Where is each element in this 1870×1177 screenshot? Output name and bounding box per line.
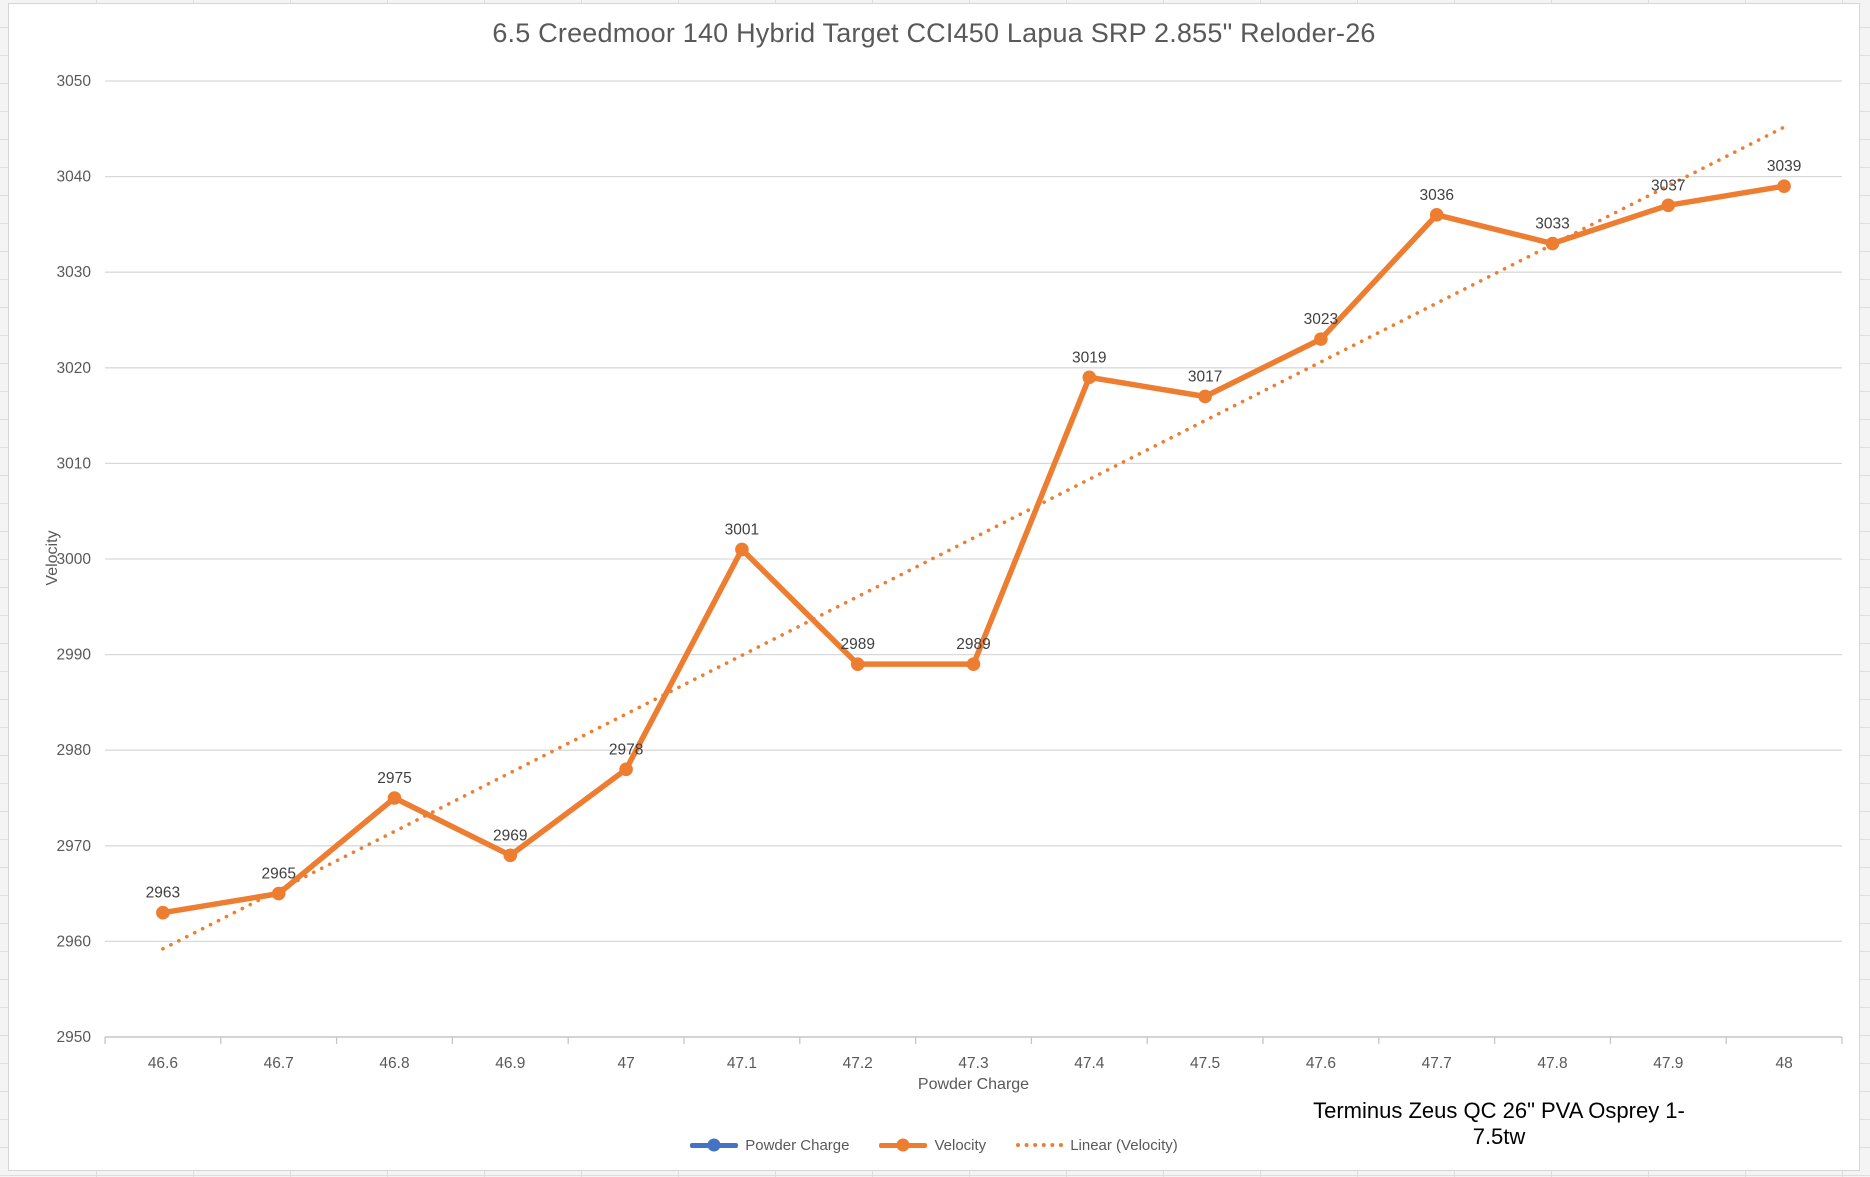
svg-text:2963: 2963 — [146, 885, 180, 902]
svg-text:2950: 2950 — [57, 1029, 92, 1046]
rifle-annotation-text: Terminus Zeus QC 26" PVA Osprey 1-7.5tw — [1313, 1098, 1685, 1149]
svg-text:47.3: 47.3 — [958, 1055, 988, 1072]
legend-item-linear-velocity[interactable]: Linear (Velocity) — [1016, 1137, 1178, 1154]
svg-text:3017: 3017 — [1188, 368, 1222, 385]
legend-item-velocity[interactable]: Velocity — [879, 1137, 986, 1154]
svg-text:46.8: 46.8 — [379, 1055, 409, 1072]
svg-text:47.8: 47.8 — [1537, 1055, 1567, 1072]
svg-text:3050: 3050 — [57, 73, 92, 90]
svg-text:2980: 2980 — [57, 742, 92, 759]
legend-label: Velocity — [934, 1136, 987, 1154]
svg-text:2990: 2990 — [57, 647, 92, 664]
svg-text:47.7: 47.7 — [1422, 1055, 1452, 1072]
svg-text:2975: 2975 — [377, 770, 411, 787]
chart-legend: Powder Charge Velocity Linear (Velocity) — [9, 1130, 1859, 1160]
svg-text:3037: 3037 — [1651, 177, 1685, 194]
svg-text:3020: 3020 — [57, 360, 92, 377]
powder-charge-line-sample — [690, 1138, 739, 1152]
svg-text:2960: 2960 — [57, 933, 92, 950]
svg-text:2969: 2969 — [493, 827, 527, 844]
svg-text:3000: 3000 — [57, 551, 92, 568]
svg-text:46.9: 46.9 — [495, 1055, 525, 1072]
svg-text:3001: 3001 — [725, 521, 759, 538]
svg-text:47.2: 47.2 — [843, 1055, 873, 1072]
svg-text:2989: 2989 — [956, 636, 990, 653]
x-axis-title: Powder Charge — [917, 1076, 1030, 1093]
y-axis-title: Velocity — [44, 530, 61, 586]
svg-text:47.5: 47.5 — [1190, 1055, 1220, 1072]
svg-text:47: 47 — [617, 1055, 634, 1072]
legend-label: Linear (Velocity) — [1070, 1136, 1178, 1154]
svg-text:3039: 3039 — [1767, 158, 1801, 175]
svg-text:3033: 3033 — [1535, 216, 1569, 233]
svg-text:47.9: 47.9 — [1653, 1055, 1683, 1072]
velocity-marker-icon — [896, 1138, 910, 1152]
svg-text:3036: 3036 — [1419, 187, 1453, 204]
svg-text:2978: 2978 — [609, 741, 643, 758]
svg-text:46.6: 46.6 — [148, 1055, 178, 1072]
svg-text:3010: 3010 — [57, 455, 92, 472]
svg-text:2965: 2965 — [261, 866, 295, 883]
trendline-sample — [1016, 1143, 1064, 1147]
legend-label: Powder Charge — [745, 1136, 850, 1154]
chart-title: 6.5 Creedmoor 140 Hybrid Target CCI450 L… — [492, 18, 1376, 48]
svg-text:46.7: 46.7 — [264, 1055, 294, 1072]
svg-text:3040: 3040 — [57, 169, 92, 186]
velocity-line-sample — [879, 1138, 928, 1152]
svg-text:48: 48 — [1775, 1055, 1792, 1072]
svg-text:3019: 3019 — [1072, 349, 1106, 366]
svg-text:2989: 2989 — [840, 636, 874, 653]
svg-text:47.1: 47.1 — [727, 1055, 757, 1072]
svg-text:2970: 2970 — [57, 838, 92, 855]
svg-text:47.4: 47.4 — [1074, 1055, 1105, 1072]
chart-container[interactable]: 6.5 Creedmoor 140 Hybrid Target CCI450 L… — [8, 3, 1860, 1171]
svg-text:47.6: 47.6 — [1306, 1055, 1336, 1072]
plot-area: 2950 2960 2970 2980 2990 3000 3010 3020 3030 3040… — [57, 73, 1843, 1072]
svg-text:3023: 3023 — [1304, 311, 1338, 328]
legend-item-powder-charge[interactable]: Powder Charge — [690, 1137, 849, 1154]
svg-text:3030: 3030 — [57, 264, 92, 281]
powder-charge-marker-icon — [707, 1138, 721, 1152]
